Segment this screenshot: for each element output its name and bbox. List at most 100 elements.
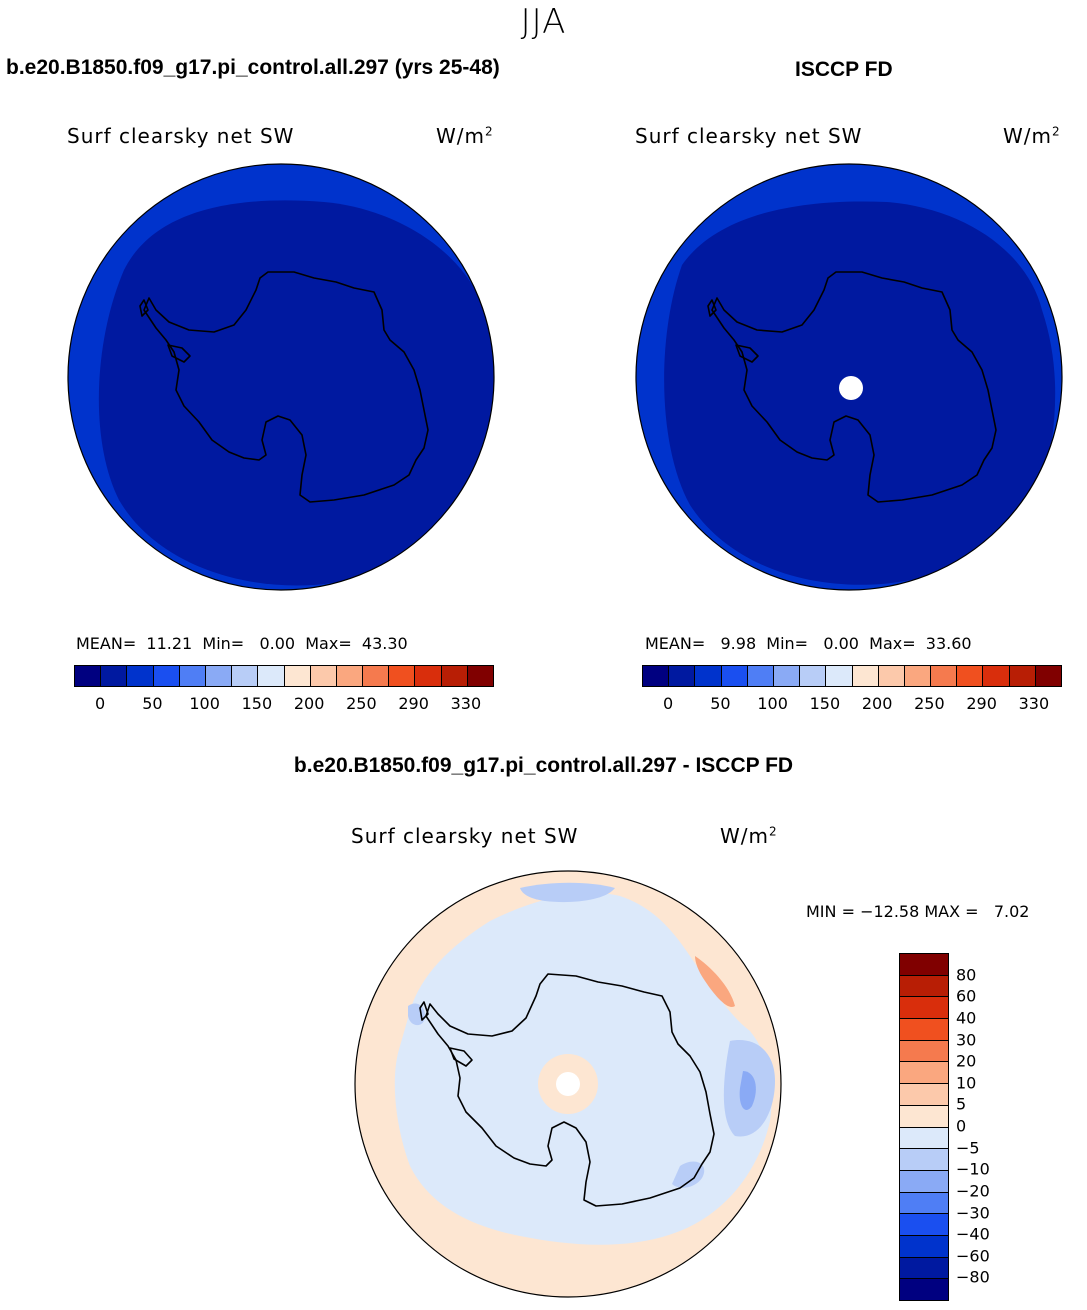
colorbar-swatch	[900, 954, 948, 976]
colorbar-swatch	[773, 666, 801, 686]
colorbar-tick-label: 100	[189, 694, 220, 713]
colorbar-swatch	[721, 666, 748, 686]
diff-case-title: b.e20.B1850.f09_g17.pi_control.all.297 -…	[293, 754, 794, 777]
diff-colorbar	[899, 953, 949, 1301]
colorbar-swatch	[900, 1279, 948, 1300]
colorbar-swatch	[900, 1084, 948, 1106]
colorbar-swatch	[643, 666, 670, 686]
colorbar-swatch	[467, 666, 493, 686]
diff-negative-north	[520, 882, 615, 903]
model-stats: MEAN= 11.21 Min= 0.00 Max= 43.30	[76, 634, 408, 653]
obs-peninsula-island	[735, 344, 759, 363]
model-case-title: b.e20.B1850.f09_g17.pi_control.all.297 (…	[6, 56, 500, 79]
colorbar-tick-label: 200	[293, 694, 325, 713]
colorbar-tick-label: 0	[663, 694, 674, 713]
colorbar-tick-label: 100	[757, 694, 788, 713]
obs-colorbar	[642, 665, 1062, 687]
model-antarctica-coastline	[143, 271, 429, 503]
diff-positive-northeast	[695, 956, 735, 1007]
colorbar-swatch	[931, 666, 958, 686]
colorbar-swatch	[363, 666, 390, 686]
obs-small-island	[707, 299, 717, 317]
colorbar-swatch	[826, 666, 853, 686]
colorbar-tick-label: −30	[956, 1203, 990, 1222]
colorbar-swatch	[900, 1257, 948, 1280]
colorbar-swatch	[179, 666, 206, 686]
model-peninsula-island	[167, 344, 191, 363]
colorbar-swatch	[900, 1062, 948, 1085]
colorbar-swatch	[415, 666, 442, 686]
colorbar-swatch	[310, 666, 337, 686]
colorbar-swatch	[441, 666, 468, 686]
diff-field-title: Surf clearsky net SW	[351, 824, 579, 848]
colorbar-tick-label: −60	[956, 1246, 990, 1266]
diff-units: W/m2	[720, 824, 778, 848]
colorbar-swatch	[127, 666, 154, 686]
obs-units: W/m2	[1003, 124, 1061, 148]
colorbar-swatch	[900, 1214, 948, 1236]
colorbar-swatch	[669, 666, 696, 686]
colorbar-tick-label: 200	[861, 694, 893, 713]
diff-negative-southeast	[672, 1161, 705, 1188]
colorbar-tick-label: 50	[710, 694, 731, 713]
colorbar-tick-label: −20	[956, 1181, 990, 1201]
colorbar-swatch	[900, 1235, 948, 1258]
colorbar-swatch	[900, 1149, 948, 1171]
obs-antarctica-coastline	[711, 271, 997, 503]
colorbar-swatch	[900, 997, 948, 1020]
colorbar-tick-label: −40	[956, 1224, 990, 1244]
colorbar-swatch	[232, 666, 259, 686]
colorbar-swatch	[878, 666, 905, 686]
colorbar-swatch	[957, 666, 984, 686]
colorbar-swatch	[101, 666, 128, 686]
colorbar-swatch	[75, 666, 102, 686]
model-field-title: Surf clearsky net SW	[67, 124, 295, 148]
colorbar-swatch	[900, 1040, 948, 1063]
diff-stats: MIN = −12.58 MAX = 7.02	[806, 902, 1030, 921]
model-units: W/m2	[436, 124, 494, 148]
colorbar-swatch	[900, 1105, 948, 1128]
model-polar-map	[67, 163, 495, 591]
obs-field-title: Surf clearsky net SW	[635, 124, 863, 148]
colorbar-tick-label: 60	[956, 986, 977, 1006]
colorbar-swatch	[983, 666, 1010, 686]
colorbar-swatch	[747, 666, 774, 686]
colorbar-tick-label: 5	[956, 1094, 967, 1114]
obs-missing-pole	[839, 376, 863, 400]
diff-negative-east-core	[739, 1071, 756, 1110]
colorbar-tick-label: 10	[956, 1073, 977, 1093]
diff-antarctica-coastline	[425, 973, 715, 1207]
colorbar-swatch	[900, 1192, 948, 1215]
colorbar-tick-label: 250	[346, 694, 377, 713]
colorbar-tick-label: 330	[1018, 694, 1050, 713]
diff-map-border	[354, 870, 782, 1298]
model-colorbar	[74, 665, 494, 687]
colorbar-swatch	[284, 666, 311, 686]
colorbar-swatch	[1009, 666, 1036, 686]
colorbar-swatch	[800, 666, 827, 686]
colorbar-tick-label: 40	[956, 1008, 977, 1028]
obs-colorbar-labels: 0 50 100 150 200 250 290 330	[642, 694, 1060, 714]
colorbar-swatch	[900, 975, 948, 998]
diff-colorbar-labels: 80 60 40 30 20 10 5 0 −5 −10 −20 −30 −40 −60 −80	[956, 953, 1016, 1299]
model-small-island	[139, 299, 149, 317]
diff-small-island	[419, 1001, 429, 1021]
obs-stats: MEAN= 9.98 Min= 0.00 Max= 33.60	[645, 634, 972, 653]
colorbar-swatch	[258, 666, 285, 686]
colorbar-swatch	[904, 666, 932, 686]
model-inner-region	[98, 200, 494, 586]
model-map-border	[67, 163, 495, 591]
colorbar-swatch	[205, 666, 233, 686]
colorbar-tick-label: 330	[450, 694, 482, 713]
colorbar-swatch	[695, 666, 722, 686]
colorbar-tick-label: 250	[914, 694, 945, 713]
colorbar-swatch	[900, 1019, 948, 1041]
colorbar-tick-label: 80	[956, 965, 977, 985]
colorbar-tick-label: −80	[956, 1267, 990, 1287]
diff-peninsula-island	[449, 1047, 473, 1067]
colorbar-swatch	[389, 666, 416, 686]
colorbar-tick-label: 0	[956, 1116, 967, 1136]
colorbar-swatch	[336, 666, 364, 686]
colorbar-tick-label: 150	[809, 694, 841, 713]
diff-missing-pole	[556, 1072, 580, 1096]
